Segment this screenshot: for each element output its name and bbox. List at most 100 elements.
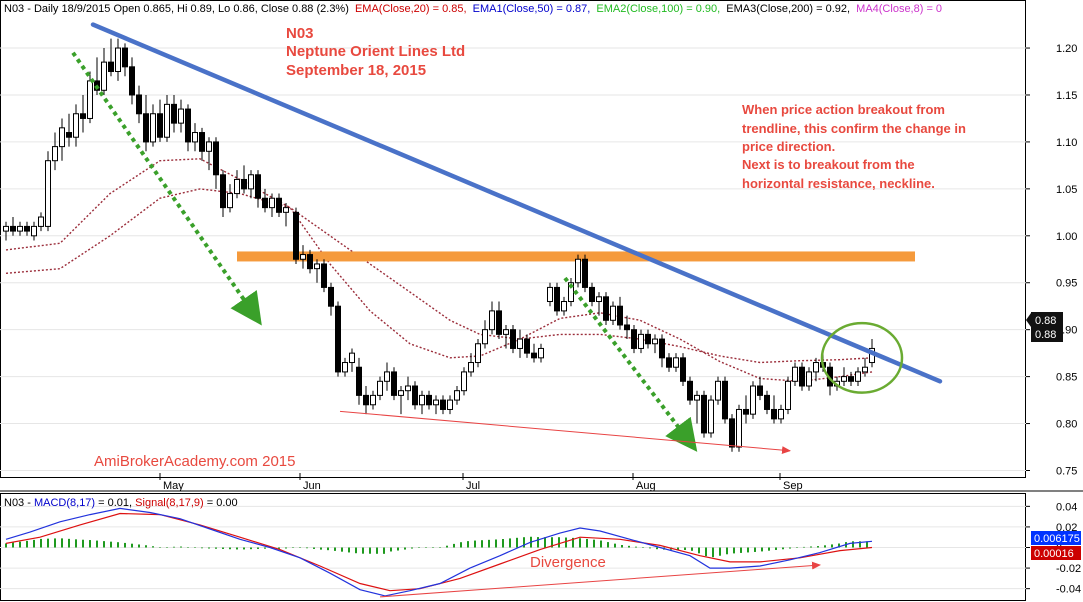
candle xyxy=(227,184,233,213)
candle xyxy=(391,367,397,401)
macd-histogram-bar xyxy=(691,547,693,551)
candle xyxy=(262,188,268,213)
macd-histogram-bar xyxy=(208,547,210,549)
candle xyxy=(659,334,665,368)
candle-body-down xyxy=(771,408,777,420)
candle xyxy=(701,390,707,438)
month-axis: May Jun Jul Aug Sep xyxy=(159,473,803,492)
candle-body-down xyxy=(220,174,226,209)
candle-body-up xyxy=(38,216,44,227)
price-panel-frame xyxy=(0,0,1026,478)
candle xyxy=(496,301,502,340)
macd-histogram-bar xyxy=(33,539,35,548)
macd-histogram-bar xyxy=(565,537,567,548)
candle-body-up xyxy=(377,380,383,396)
macd-header-symbol: N03 - xyxy=(4,497,34,509)
candle xyxy=(475,339,481,368)
macd-histogram-bar xyxy=(82,539,84,548)
header-ma8: MA4(Close,8) = 0 xyxy=(856,3,942,15)
chart-title-date: September 18, 2015 xyxy=(286,62,426,79)
candle-body-down xyxy=(426,394,432,406)
candle-body-up xyxy=(813,362,819,373)
price-tick-label: 1.15 xyxy=(1056,90,1077,102)
candle xyxy=(321,259,327,293)
macd-histogram-bar xyxy=(40,538,42,548)
candle-body-up xyxy=(503,329,509,335)
candle-body-up xyxy=(314,263,320,270)
candle xyxy=(792,362,798,386)
candle xyxy=(764,390,770,415)
candle-body-up xyxy=(862,366,868,373)
candle-body-up xyxy=(115,47,121,73)
macd-histogram-bar xyxy=(733,547,735,554)
macd-histogram-bar xyxy=(614,543,616,548)
macd-histogram-bar xyxy=(628,545,630,548)
candle-body-up xyxy=(652,338,658,345)
candle-body-down xyxy=(680,357,686,382)
candle xyxy=(349,348,355,372)
lower-low-arrow xyxy=(339,410,791,455)
macd-histogram-bar xyxy=(117,542,119,548)
candle-body-up xyxy=(575,258,581,284)
annotation-line-2: trendline, this confirm the change in xyxy=(742,121,966,136)
macd-histogram-bar xyxy=(495,539,497,548)
month-label: May xyxy=(163,480,184,492)
candle xyxy=(687,376,693,405)
candle-body-up xyxy=(610,305,616,321)
candle-body-up xyxy=(468,362,474,373)
macd-histogram-bar xyxy=(453,543,455,548)
candle-body-down xyxy=(276,197,282,213)
candle-body-up xyxy=(283,207,289,213)
candle-body-down xyxy=(631,329,637,349)
candle-body-down xyxy=(645,333,651,345)
macd-gridlines xyxy=(0,505,1026,590)
candle-body-up xyxy=(785,380,791,410)
watermark: AmiBrokerAcademy.com 2015 xyxy=(94,453,295,470)
candle-body-up xyxy=(398,390,404,396)
price-tick-label: 1.10 xyxy=(1056,137,1077,149)
candle-body-up xyxy=(792,366,798,382)
macd-histogram-bar xyxy=(789,547,791,549)
candle xyxy=(241,165,247,194)
annotation-line-4: Next is to breakout from the xyxy=(742,157,915,172)
macd-histogram-bar xyxy=(75,539,77,548)
macd-histogram-bar xyxy=(712,547,714,558)
candle xyxy=(178,99,184,133)
candle xyxy=(17,221,23,236)
candle-body-down xyxy=(199,132,205,152)
macd-histogram-bar xyxy=(166,547,168,548)
candle-body-down xyxy=(391,371,397,396)
candle-body-down xyxy=(589,286,595,303)
candle xyxy=(482,320,488,349)
macd-histogram-bar xyxy=(460,542,462,548)
macd-histogram-bar xyxy=(152,546,154,548)
macd-histogram-bar xyxy=(306,547,308,549)
candle xyxy=(10,217,16,236)
last-close-tag-1: 0.88 xyxy=(1035,315,1056,327)
candle-body-down xyxy=(412,385,418,406)
candle-body-up xyxy=(806,371,812,387)
candle-body-up xyxy=(206,141,212,152)
candle xyxy=(433,395,439,415)
macd-histogram-bar xyxy=(5,543,7,548)
candle xyxy=(538,343,544,363)
candle-body-up xyxy=(694,394,700,401)
candle xyxy=(447,395,453,415)
candle xyxy=(136,85,142,124)
macd-histogram-bar xyxy=(250,547,252,550)
macd-histogram-bar xyxy=(61,538,63,548)
header-ema50: EMA1(Close,50) = 0.87, xyxy=(473,3,591,15)
signal-value-tag-box xyxy=(1031,546,1081,560)
candle xyxy=(694,390,700,424)
candle xyxy=(157,99,163,142)
candle-body-down xyxy=(262,197,268,209)
macd-histogram-bar xyxy=(803,546,805,548)
macd-histogram-bar xyxy=(747,547,749,553)
macd-histogram-bar xyxy=(551,537,553,548)
candle-body-up xyxy=(778,408,784,420)
month-label: Jul xyxy=(466,480,480,492)
macd-histogram-bar xyxy=(180,546,182,548)
macd-tick-label: -0.02 xyxy=(1056,563,1081,575)
candle-body-down xyxy=(666,357,672,368)
candle xyxy=(307,249,313,274)
